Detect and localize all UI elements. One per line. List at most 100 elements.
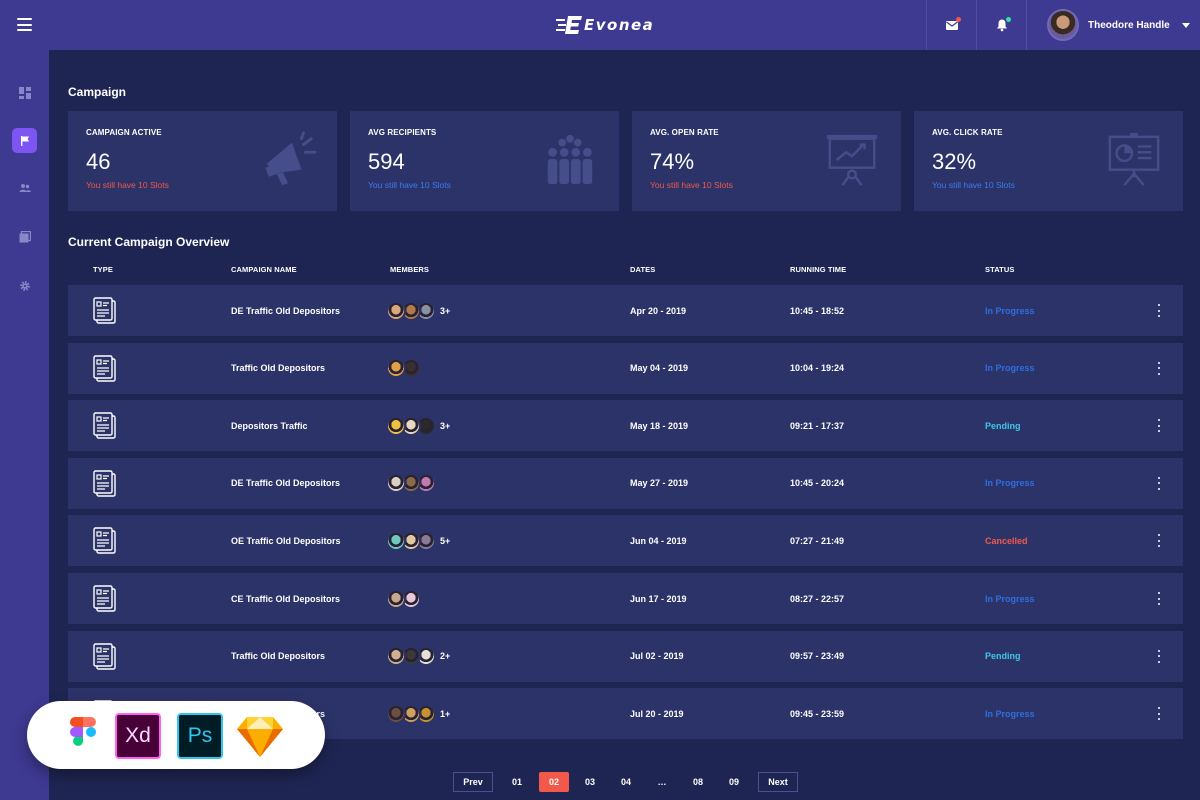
- more-options-icon[interactable]: [1157, 649, 1161, 663]
- top-bar: Evonea Theodore Handle: [0, 0, 1200, 50]
- campaign-date: Jul 02 - 2019: [630, 651, 684, 662]
- sidebar-item-campaign[interactable]: [12, 128, 37, 153]
- sidebar-item-users[interactable]: [12, 175, 37, 200]
- table-row[interactable]: Traffic Old Depositors 2+ Jul 02 - 2019 …: [68, 630, 1183, 682]
- table-row[interactable]: DE Traffic Old Depositors 3+ Apr 20 - 20…: [68, 285, 1183, 336]
- campaign-date: Jun 04 - 2019: [630, 535, 687, 546]
- more-options-icon[interactable]: [1157, 476, 1161, 490]
- page-04[interactable]: 04: [620, 777, 631, 787]
- table-header: TYPE CAMPAIGN NAME MEMBERS DATES RUNNING…: [68, 265, 1183, 275]
- member-avatar[interactable]: [386, 530, 406, 551]
- member-avatar[interactable]: [386, 703, 406, 724]
- more-options-icon[interactable]: [1157, 304, 1161, 317]
- running-time: 09:21 - 17:37: [790, 420, 845, 431]
- members-more-count: 2+: [440, 651, 451, 662]
- bell-icon: [996, 19, 1007, 32]
- member-avatar[interactable]: [386, 415, 406, 436]
- user-menu[interactable]: Theodore Handle: [1026, 0, 1200, 50]
- column-header-status[interactable]: STATUS: [985, 265, 1015, 274]
- column-header-type[interactable]: TYPE: [93, 265, 113, 274]
- table-row[interactable]: OE Traffic Old Depositors 5+ Jun 04 - 20…: [68, 515, 1183, 567]
- mail-icon: [945, 21, 958, 30]
- logo-text: Evonea: [584, 16, 655, 34]
- members: 2+: [386, 631, 450, 682]
- member-avatar[interactable]: [386, 588, 406, 609]
- logo[interactable]: Evonea: [556, 12, 654, 38]
- campaign-name: Traffic Old Depositors: [231, 363, 326, 374]
- page-01[interactable]: 01: [511, 777, 522, 787]
- stat-card-avg-open-rate: AVG. OPEN RATE 74% You still have 10 Slo…: [632, 111, 901, 211]
- campaign-date: May 27 - 2019: [630, 478, 689, 489]
- sidebar-item-settings[interactable]: [12, 273, 37, 298]
- menu-icon[interactable]: [17, 18, 32, 31]
- sidebar: [0, 50, 49, 800]
- members: [386, 573, 425, 624]
- status-badge: In Progress: [985, 305, 1035, 316]
- column-header-name[interactable]: CAMPAIGN NAME: [231, 265, 297, 274]
- stat-value: 32%: [932, 149, 977, 174]
- table-row[interactable]: Depositors Traffic 3+ May 18 - 2019 09:2…: [68, 400, 1183, 452]
- running-time: 09:57 - 23:49: [790, 651, 845, 662]
- design-tools-badge: Xd Ps: [27, 701, 325, 769]
- member-avatar[interactable]: [386, 473, 406, 494]
- stat-note: You still have 10 Slots: [86, 180, 169, 190]
- running-time: 10:45 - 20:24: [790, 478, 845, 489]
- document-icon: [93, 470, 116, 497]
- users-icon: [19, 183, 31, 192]
- user-name: Theodore Handle: [1088, 19, 1170, 31]
- more-options-icon[interactable]: [1157, 592, 1161, 605]
- members-more-count: 3+: [440, 420, 451, 431]
- member-avatar[interactable]: [386, 300, 406, 321]
- member-avatar[interactable]: [386, 358, 406, 379]
- sidebar-item-dashboard[interactable]: [12, 80, 37, 105]
- stat-label: AVG. CLICK RATE: [932, 128, 1003, 137]
- stat-label: CAMPAIGN ACTIVE: [86, 128, 162, 137]
- running-time: 08:27 - 22:57: [790, 593, 845, 604]
- campaign-name: DE Traffic Old Depositors: [231, 478, 341, 489]
- messages-button[interactable]: [926, 0, 976, 50]
- stat-note: You still have 10 Slots: [368, 180, 451, 190]
- status-badge: Cancelled: [985, 535, 1028, 546]
- document-icon: [93, 412, 116, 439]
- next-button[interactable]: Next: [758, 772, 798, 792]
- logo-mark-icon: [556, 16, 582, 34]
- campaign-date: May 04 - 2019: [630, 363, 689, 374]
- stat-card-campaign-active: CAMPAIGN ACTIVE 46 You still have 10 Slo…: [68, 111, 337, 211]
- page-08[interactable]: 08: [692, 777, 703, 787]
- campaign-date: Jun 17 - 2019: [630, 593, 687, 604]
- members: 3+: [386, 400, 450, 451]
- gallery-icon: [19, 230, 31, 242]
- table-row[interactable]: CE Traffic Old Depositors Jun 17 - 2019 …: [68, 573, 1183, 624]
- page-03[interactable]: 03: [584, 777, 595, 787]
- members-more-count: 5+: [440, 535, 451, 546]
- member-avatar[interactable]: [386, 646, 406, 667]
- page-02[interactable]: 02: [539, 772, 569, 792]
- status-badge: In Progress: [985, 708, 1035, 719]
- more-options-icon[interactable]: [1157, 707, 1161, 721]
- column-header-running-time[interactable]: RUNNING TIME: [790, 265, 847, 274]
- campaign-name: DE Traffic Old Depositors: [231, 305, 341, 316]
- campaign-name: Depositors Traffic: [231, 420, 308, 431]
- page-ellipsis: …: [657, 777, 667, 787]
- table-row[interactable]: DE Traffic Old Depositors May 27 - 2019 …: [68, 457, 1183, 509]
- campaign-date: Apr 20 - 2019: [630, 305, 687, 316]
- stat-label: AVG. OPEN RATE: [650, 128, 719, 137]
- sidebar-item-gallery[interactable]: [12, 224, 37, 249]
- megaphone-icon: [265, 131, 317, 186]
- ps-label: Ps: [187, 724, 213, 747]
- column-header-members[interactable]: MEMBERS: [390, 265, 430, 274]
- column-header-dates[interactable]: DATES: [630, 265, 656, 274]
- table-row[interactable]: Traffic Old Depositors May 04 - 2019 10:…: [68, 342, 1183, 394]
- page-09[interactable]: 09: [728, 777, 739, 787]
- stat-note: You still have 10 Slots: [932, 180, 1015, 190]
- members: [386, 343, 425, 394]
- more-options-icon[interactable]: [1157, 534, 1161, 548]
- notifications-button[interactable]: [976, 0, 1026, 50]
- presentation-pie-icon: [1108, 132, 1160, 186]
- more-options-icon[interactable]: [1157, 361, 1161, 375]
- document-icon: [93, 297, 116, 324]
- more-options-icon[interactable]: [1157, 419, 1161, 433]
- audience-icon: [547, 134, 593, 185]
- prev-button[interactable]: Prev: [453, 772, 493, 792]
- status-badge: Pending: [985, 420, 1021, 431]
